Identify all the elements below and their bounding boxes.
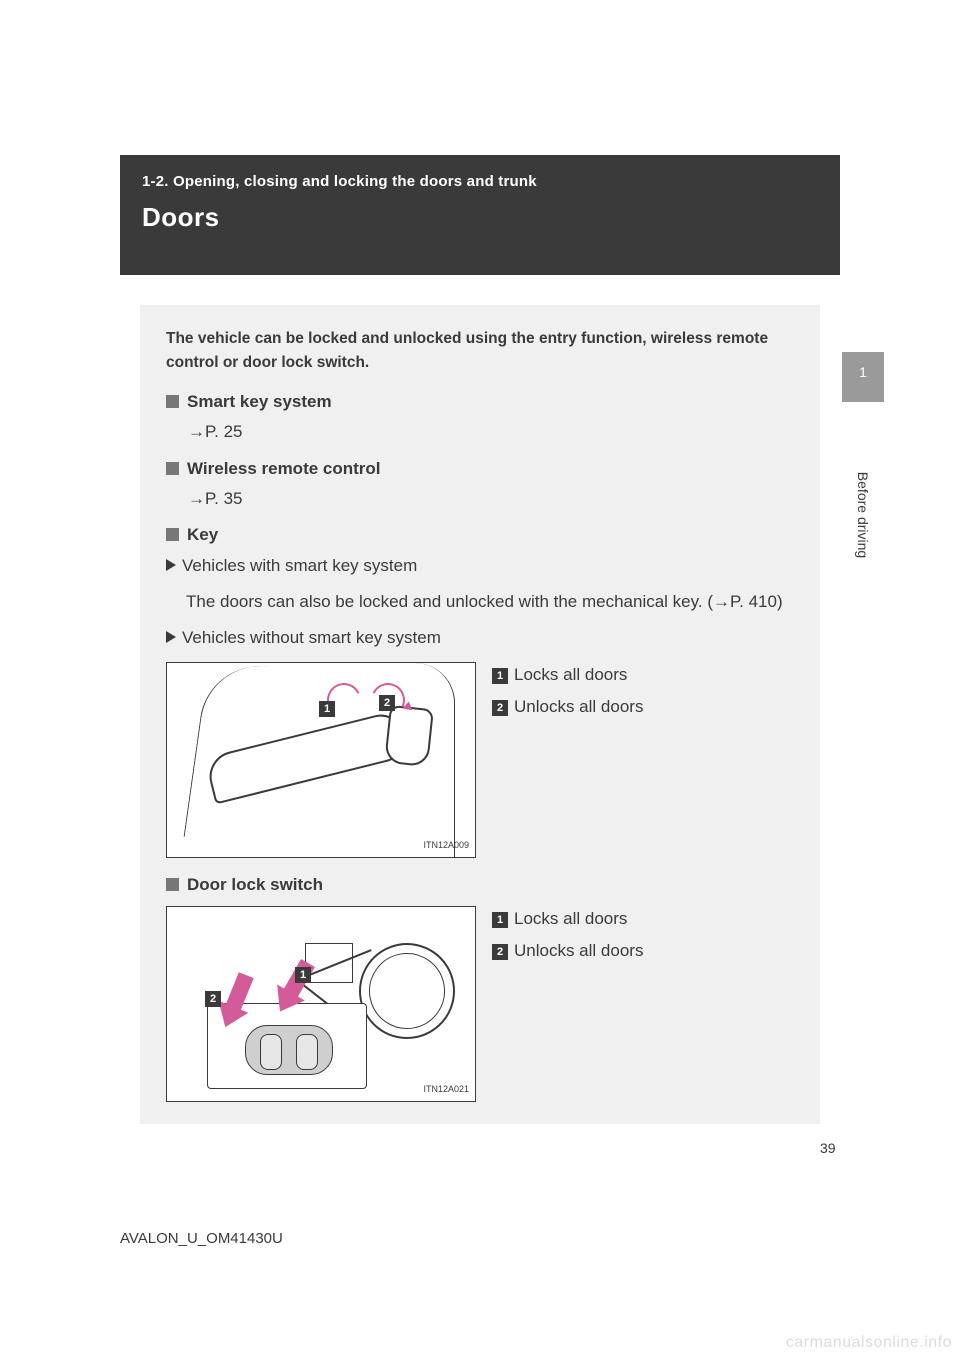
figure-door-lock-switch: 1 2 ITN12A021 — [166, 906, 476, 1102]
legend-row: 1 Locks all doors — [492, 906, 643, 932]
variant-without-label: Vehicles without smart key system — [182, 628, 441, 647]
legend-text-1: Locks all doors — [514, 665, 627, 684]
heading-door-lock-switch-label: Door lock switch — [187, 875, 323, 894]
chapter-tab-label-bg: Before driving — [842, 402, 884, 552]
legend-text-2: Unlocks all doors — [514, 697, 643, 716]
chapter-tab-number: 1 — [842, 364, 884, 380]
legend-row: 1 Locks all doors — [492, 662, 643, 688]
figure-row-1: 1 2 ITN12A009 1 Locks all doors 2 Unlocks … — [166, 662, 792, 858]
heading-key-label: Key — [187, 525, 218, 544]
intro-text: The vehicle can be locked and unlocked u… — [166, 327, 792, 375]
chapter-side-tab: 1 Before driving — [842, 352, 884, 552]
legend-badge-1: 1 — [492, 668, 508, 684]
figure-door-handle: 1 2 ITN12A009 — [166, 662, 476, 858]
heading-smart-key: Smart key system — [166, 389, 792, 415]
callout-badge-1: 1 — [319, 701, 335, 717]
figure-1-legend: 1 Locks all doors 2 Unlocks all doors — [492, 662, 643, 727]
ref-smart-key: →P. 25 — [166, 419, 792, 445]
variant-with-text: The doors can also be locked and unlocke… — [166, 589, 792, 615]
square-bullet-icon — [166, 462, 179, 475]
lock-switch-shape — [245, 1025, 333, 1075]
legend-text-2: Unlocks all doors — [514, 941, 643, 960]
legend-badge-2: 2 — [492, 944, 508, 960]
heading-wireless: Wireless remote control — [166, 456, 792, 482]
legend-badge-1: 1 — [492, 912, 508, 928]
figure-row-2: 1 2 ITN12A021 1 Locks all doors 2 Unlocks … — [166, 906, 792, 1102]
section-header-bar: 1-2. Opening, closing and locking the do… — [120, 155, 840, 275]
section-title: Doors — [142, 202, 818, 233]
variant-with-line: Vehicles with smart key system — [166, 553, 792, 579]
watermark-text: carmanualsonline.info — [786, 1334, 952, 1352]
content-box: The vehicle can be locked and unlocked u… — [140, 305, 820, 1124]
figure-2-legend: 1 Locks all doors 2 Unlocks all doors — [492, 906, 643, 971]
section-number: 1-2. Opening, closing and locking the do… — [142, 173, 818, 190]
square-bullet-icon — [166, 528, 179, 541]
variant-with-label: Vehicles with smart key system — [182, 556, 417, 575]
heading-key: Key — [166, 522, 792, 548]
legend-text-1: Locks all doors — [514, 909, 627, 928]
heading-wireless-label: Wireless remote control — [187, 459, 381, 478]
document-code: AVALON_U_OM41430U — [120, 1230, 283, 1247]
callout-badge-1: 1 — [295, 967, 311, 983]
steering-wheel-shape — [351, 936, 462, 1047]
callout-badge-2: 2 — [379, 695, 395, 711]
triangle-bullet-icon — [166, 559, 176, 571]
callout-badge-2: 2 — [205, 991, 221, 1007]
legend-row: 2 Unlocks all doors — [492, 694, 643, 720]
variant-without-line: Vehicles without smart key system — [166, 625, 792, 651]
chapter-tab-label: Before driving — [855, 472, 871, 558]
legend-row: 2 Unlocks all doors — [492, 938, 643, 964]
legend-badge-2: 2 — [492, 700, 508, 716]
figure-code: ITN12A021 — [423, 1083, 469, 1097]
heading-smart-key-label: Smart key system — [187, 392, 332, 411]
square-bullet-icon — [166, 395, 179, 408]
page-number: 39 — [820, 1140, 836, 1156]
heading-door-lock-switch: Door lock switch — [166, 872, 792, 898]
square-bullet-icon — [166, 878, 179, 891]
ref-wireless: →P. 35 — [166, 486, 792, 512]
triangle-bullet-icon — [166, 631, 176, 643]
figure-code: ITN12A009 — [423, 839, 469, 853]
